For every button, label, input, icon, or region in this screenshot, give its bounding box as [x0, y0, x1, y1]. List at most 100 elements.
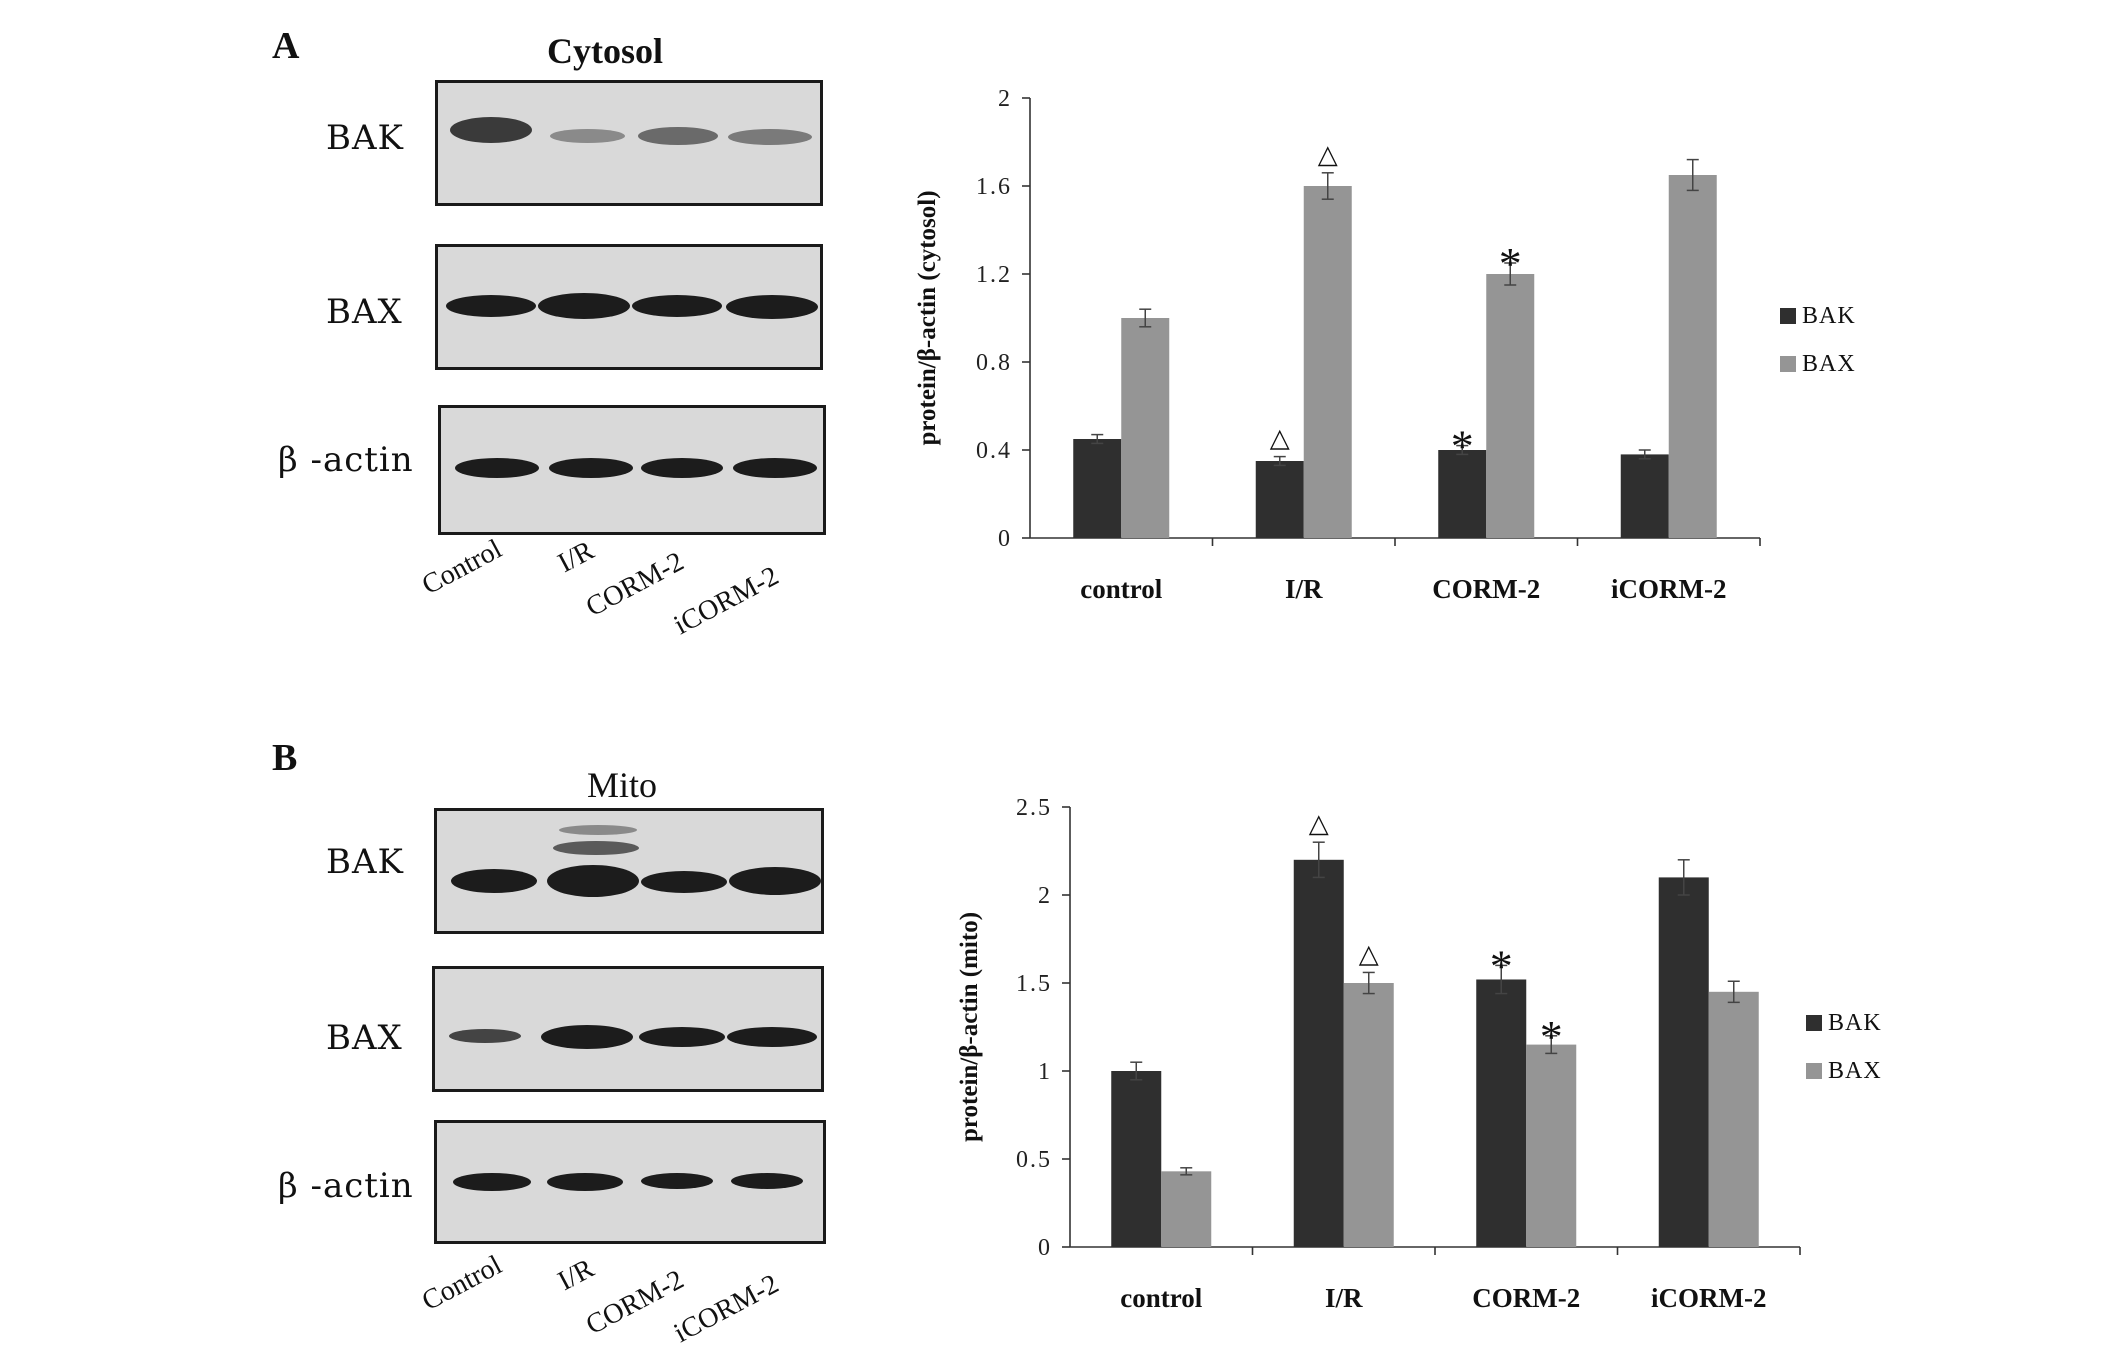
legend-label: BAX — [1828, 1058, 1882, 1084]
legend-swatch — [1806, 1063, 1822, 1079]
significance-marker: * — [1490, 940, 1513, 991]
y-tick-label: 1.2 — [976, 262, 1012, 288]
row-label-bax: BAX — [326, 292, 403, 332]
row-label-bak: BAK — [326, 118, 404, 158]
blot-band — [553, 841, 639, 855]
blot-band — [455, 458, 539, 478]
legend-swatch — [1780, 308, 1796, 324]
bar — [1161, 1171, 1212, 1247]
blot-band — [547, 865, 639, 897]
legend-label: BAK — [1828, 1010, 1882, 1036]
bar — [1073, 439, 1122, 538]
x-tick-label: CORM-2 — [1472, 1283, 1580, 1313]
blot-band — [446, 295, 536, 317]
x-tick-label: iCORM-2 — [1651, 1283, 1766, 1313]
bar — [1526, 1044, 1577, 1247]
blot-band — [729, 867, 821, 895]
blot-band — [641, 871, 727, 893]
y-tick-label: 0.8 — [976, 350, 1012, 376]
blot-band — [727, 1027, 817, 1047]
lane-label-control: Control — [416, 1249, 508, 1318]
y-tick-label: 0 — [998, 526, 1012, 552]
panel-letter-b: B — [272, 737, 298, 779]
row-label-bak: BAK — [326, 842, 404, 882]
bar — [1111, 1071, 1162, 1247]
blot-band — [733, 458, 817, 478]
blot-image-bax-cytosol — [435, 244, 823, 370]
legend-swatch — [1780, 356, 1796, 372]
blot-band — [550, 129, 625, 143]
bar — [1255, 461, 1304, 538]
blot-title-mito: Mito — [586, 765, 657, 805]
significance-marker: △ — [1359, 939, 1379, 968]
blot-band — [451, 869, 537, 893]
blot-band — [547, 1173, 623, 1191]
y-tick-label: 0.4 — [976, 438, 1012, 464]
bar — [1303, 186, 1352, 538]
bar — [1658, 877, 1709, 1247]
blot-band — [638, 127, 718, 145]
blot-band — [641, 458, 723, 478]
x-tick-label: I/R — [1285, 574, 1323, 604]
significance-marker: * — [1499, 238, 1522, 289]
blot-band — [639, 1027, 725, 1047]
blot-image-bak-cytosol — [435, 80, 823, 206]
bar — [1343, 983, 1394, 1247]
blot-title-cytosol: Cytosol — [547, 31, 663, 71]
legend-label: BAX — [1802, 351, 1856, 377]
y-tick-label: 0.5 — [1016, 1147, 1052, 1173]
blot-band — [541, 1025, 633, 1049]
blot-band — [559, 825, 637, 835]
blot-image-bak-mito — [434, 808, 824, 934]
legend-label: BAK — [1802, 303, 1856, 329]
lane-label-control: Control — [416, 533, 508, 602]
significance-marker: △ — [1318, 140, 1338, 169]
y-tick-label: 2.5 — [1016, 795, 1052, 821]
blot-band — [726, 295, 818, 319]
blot-band — [453, 1173, 531, 1191]
y-axis-label: protein/β-actin (mito) — [956, 912, 983, 1142]
blot-band — [538, 293, 630, 319]
row-label-beta-actin: β -actin — [278, 440, 414, 480]
y-tick-label: 0 — [1038, 1235, 1052, 1261]
blot-band — [731, 1173, 803, 1189]
bar-chart-mito: 0 0.5 1 1.5 2 2.5 protein/β-actin (mito) contro… — [956, 795, 1882, 1313]
blot-band — [549, 458, 633, 478]
bar — [1486, 274, 1535, 538]
blot-band — [728, 129, 812, 145]
significance-marker: * — [1540, 1011, 1563, 1062]
blot-image-actin-cytosol — [438, 405, 826, 535]
x-tick-label: CORM-2 — [1432, 574, 1540, 604]
x-tick-label: control — [1080, 574, 1162, 604]
significance-marker: * — [1451, 421, 1474, 472]
lane-label-icorm2: iCORM-2 — [668, 1268, 784, 1350]
y-tick-label: 1.5 — [1016, 971, 1052, 997]
bar — [1121, 318, 1170, 538]
bar-chart-cytosol: 0 0.4 0.8 1.2 1.6 2 protein/β-actin (cytosol) c… — [914, 86, 1856, 604]
bar — [1293, 859, 1344, 1247]
blot-image-actin-mito — [434, 1120, 826, 1244]
bar — [1438, 450, 1487, 538]
bar — [1476, 979, 1527, 1247]
blot-image-bax-mito — [432, 966, 824, 1092]
lane-label-ir: I/R — [552, 1252, 600, 1298]
row-label-beta-actin: β -actin — [278, 1166, 414, 1206]
blot-band — [632, 295, 722, 317]
y-axis-label: protein/β-actin (cytosol) — [914, 190, 941, 445]
x-tick-label: iCORM-2 — [1611, 574, 1726, 604]
y-tick-label: 1 — [1038, 1059, 1052, 1085]
significance-marker: △ — [1270, 424, 1290, 453]
x-tick-label: I/R — [1325, 1283, 1363, 1313]
bar — [1668, 175, 1717, 538]
blot-band — [641, 1173, 713, 1189]
y-tick-label: 2 — [998, 86, 1012, 112]
bar — [1708, 991, 1759, 1247]
bar — [1620, 454, 1669, 538]
y-tick-label: 1.6 — [976, 174, 1012, 200]
panel-letter-a: A — [272, 25, 300, 67]
blot-band — [449, 1029, 521, 1043]
lane-label-ir: I/R — [552, 534, 600, 580]
legend-swatch — [1806, 1015, 1822, 1031]
x-tick-label: control — [1120, 1283, 1202, 1313]
y-tick-label: 2 — [1038, 883, 1052, 909]
